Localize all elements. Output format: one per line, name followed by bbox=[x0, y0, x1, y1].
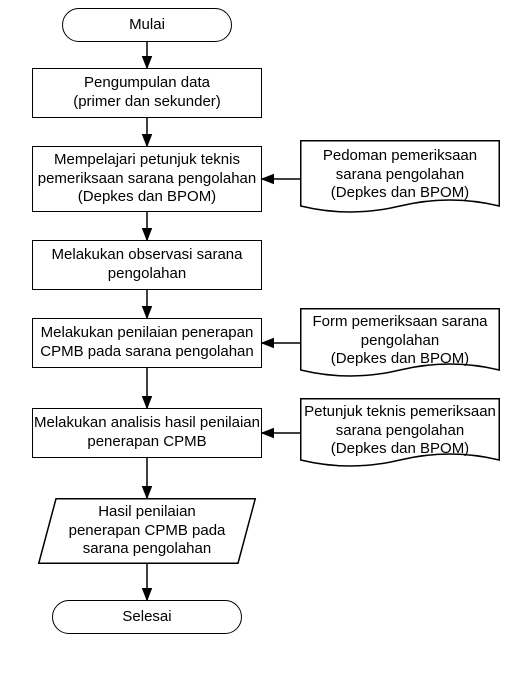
flow-edges bbox=[0, 0, 521, 683]
